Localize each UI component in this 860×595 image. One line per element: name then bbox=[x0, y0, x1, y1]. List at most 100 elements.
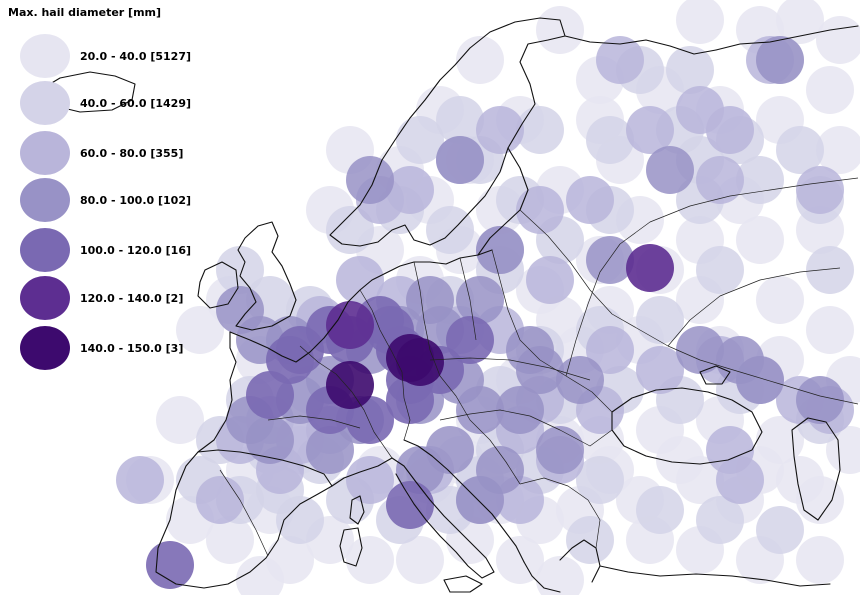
coastline-scandinavia bbox=[329, 17, 566, 247]
hail-report-marker bbox=[516, 106, 564, 154]
hail-report-marker bbox=[216, 286, 264, 334]
hail-report-marker bbox=[196, 476, 244, 524]
coastline-greece bbox=[523, 539, 601, 593]
hail-report-marker bbox=[426, 206, 474, 254]
border-2 bbox=[299, 345, 393, 459]
hail-report-marker bbox=[436, 136, 484, 184]
legend-item-100-120: 100.0 - 120.0 [16] bbox=[20, 228, 191, 272]
hail-report-marker bbox=[426, 426, 474, 474]
hail-report-marker bbox=[386, 376, 434, 424]
hail-report-marker bbox=[456, 276, 504, 324]
hail-report-marker bbox=[586, 116, 634, 164]
legend-item-60-80: 60.0 - 80.0 [355] bbox=[20, 131, 183, 175]
hail-report-marker bbox=[806, 66, 854, 114]
coastline-corsica bbox=[349, 495, 365, 525]
coastline-italy bbox=[391, 457, 495, 579]
hail-report-marker bbox=[346, 536, 394, 584]
legend-label: 60.0 - 80.0 [355] bbox=[80, 146, 184, 160]
hail-report-marker bbox=[436, 96, 484, 144]
border-11 bbox=[667, 267, 841, 347]
legend-item-120-140: 120.0 - 140.0 [2] bbox=[20, 276, 183, 320]
coastline-iberia bbox=[155, 449, 333, 589]
hail-report-marker bbox=[696, 496, 744, 544]
coastline-ireland bbox=[197, 261, 239, 309]
hail-report-marker bbox=[676, 326, 724, 374]
border-12 bbox=[267, 415, 361, 429]
hail-bubble-layer bbox=[116, 0, 860, 595]
legend-swatch bbox=[20, 81, 70, 125]
legend-swatch bbox=[20, 276, 70, 320]
hail-report-marker bbox=[336, 256, 384, 304]
hail-report-marker bbox=[386, 481, 434, 529]
hail-report-marker bbox=[216, 246, 264, 294]
hail-report-marker bbox=[386, 334, 434, 382]
hail-report-marker bbox=[516, 186, 564, 234]
hail-report-marker bbox=[146, 541, 194, 589]
hail-report-marker bbox=[756, 276, 804, 324]
coastline-anatolia bbox=[599, 565, 831, 587]
hail-report-marker bbox=[386, 166, 434, 214]
legend-swatch bbox=[20, 131, 70, 175]
hail-report-marker bbox=[756, 416, 804, 464]
coastline-france bbox=[197, 331, 237, 453]
hail-report-marker bbox=[756, 36, 804, 84]
hail-report-marker bbox=[736, 216, 784, 264]
legend-label: 140.0 - 150.0 [3] bbox=[80, 341, 184, 355]
hail-report-marker bbox=[536, 556, 584, 595]
hail-report-marker bbox=[736, 156, 784, 204]
hail-report-marker bbox=[636, 486, 684, 534]
hail-report-marker bbox=[646, 146, 694, 194]
hail-report-marker bbox=[776, 126, 824, 174]
border-6 bbox=[429, 357, 591, 381]
coastline-black-sea bbox=[611, 387, 763, 465]
hail-report-marker bbox=[816, 16, 860, 64]
hail-report-marker bbox=[446, 316, 494, 364]
hail-report-marker bbox=[496, 386, 544, 434]
hail-report-marker bbox=[716, 336, 764, 384]
hail-report-marker bbox=[116, 456, 164, 504]
hail-report-marker bbox=[796, 166, 844, 214]
legend-swatch bbox=[20, 228, 70, 272]
hail-report-marker bbox=[396, 536, 444, 584]
hail-report-marker bbox=[636, 346, 684, 394]
hail-report-marker bbox=[456, 476, 504, 524]
legend-label: 100.0 - 120.0 [16] bbox=[80, 243, 192, 257]
hail-report-marker bbox=[566, 516, 614, 564]
legend-title: Max. hail diameter [mm] bbox=[8, 6, 162, 19]
hail-report-marker bbox=[326, 361, 374, 409]
coastline-arctic bbox=[715, 25, 859, 51]
legend-swatch bbox=[20, 34, 70, 78]
border-9 bbox=[459, 257, 477, 341]
hail-report-marker bbox=[276, 496, 324, 544]
hail-report-marker bbox=[476, 226, 524, 274]
hail-report-marker bbox=[536, 426, 584, 474]
legend-item-40-60: 40.0 - 60.0 [1429] bbox=[20, 81, 191, 125]
legend-item-20-40: 20.0 - 40.0 [5127] bbox=[20, 34, 191, 78]
hail-report-marker bbox=[676, 86, 724, 134]
hail-report-marker bbox=[816, 126, 860, 174]
hail-report-marker bbox=[636, 296, 684, 344]
hail-report-marker bbox=[526, 256, 574, 304]
hail-report-marker bbox=[306, 426, 354, 474]
hail-report-marker bbox=[676, 0, 724, 44]
coastline-sicily bbox=[443, 575, 483, 593]
legend-swatch bbox=[20, 178, 70, 222]
hail-report-marker bbox=[236, 556, 284, 595]
hail-report-marker bbox=[586, 326, 634, 374]
border-13 bbox=[219, 469, 269, 557]
hail-report-marker bbox=[346, 456, 394, 504]
legend-label: 40.0 - 60.0 [1429] bbox=[80, 96, 192, 110]
hail-report-marker bbox=[586, 236, 634, 284]
hail-report-marker bbox=[246, 371, 294, 419]
hail-report-marker bbox=[716, 456, 764, 504]
hail-report-marker bbox=[346, 156, 394, 204]
hail-report-marker bbox=[536, 6, 584, 54]
legend-label: 80.0 - 100.0 [102] bbox=[80, 193, 192, 207]
legend-label: 20.0 - 40.0 [5127] bbox=[80, 49, 192, 63]
hail-report-marker bbox=[656, 436, 704, 484]
hail-report-marker bbox=[156, 396, 204, 444]
hail-report-marker bbox=[326, 301, 374, 349]
hail-report-marker bbox=[806, 306, 854, 354]
hail-report-marker bbox=[346, 396, 394, 444]
